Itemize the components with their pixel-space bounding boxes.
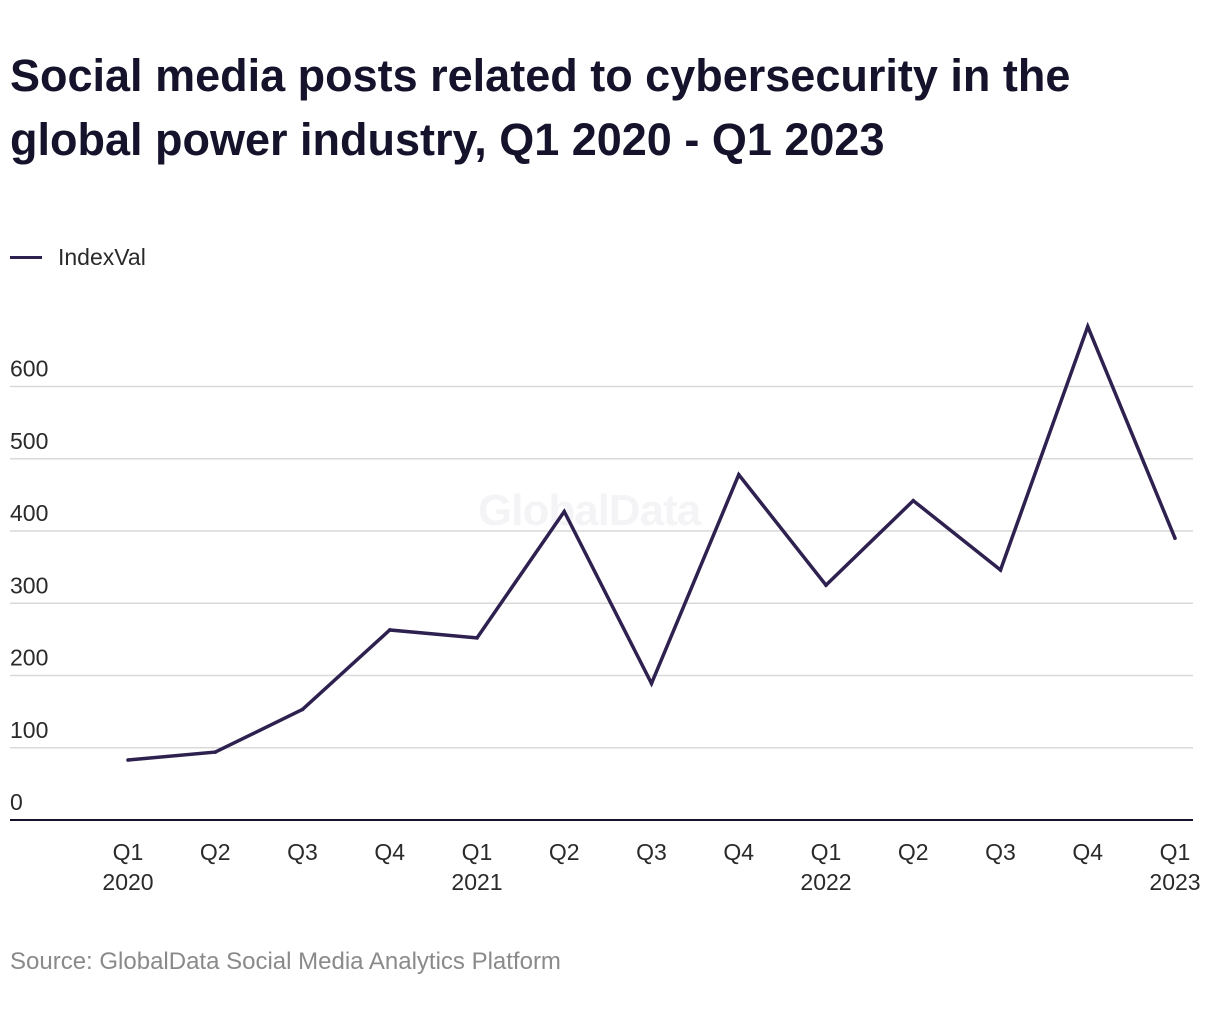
gridlines <box>10 385 1193 749</box>
data-point-6 <box>649 681 654 686</box>
chart-title: Social media posts related to cybersecur… <box>10 50 1071 165</box>
y-tick-label-500: 500 <box>10 428 48 454</box>
y-tick-label-200: 200 <box>10 645 48 671</box>
x-tick-label-8: Q1 2022 <box>800 839 851 895</box>
data-point-7 <box>736 472 741 477</box>
series-layer <box>126 321 1177 762</box>
data-point-3 <box>387 628 392 632</box>
x-tick-label-2: Q3 <box>287 839 318 865</box>
x-tick-label-10: Q3 <box>985 839 1016 865</box>
x-tick-label-12: Q1 2023 <box>1149 839 1200 895</box>
legend: IndexVal <box>10 242 146 272</box>
x-tick-label-3: Q4 <box>374 839 405 865</box>
x-tick-label-9: Q2 <box>898 839 929 865</box>
x-tick-label-4: Q1 2021 <box>451 839 502 895</box>
legend-swatch <box>10 255 42 259</box>
y-tick-label-300: 300 <box>10 572 48 598</box>
data-point-4 <box>475 636 479 640</box>
x-tick-label-0: Q1 2020 <box>102 839 153 895</box>
data-point-5 <box>562 509 567 514</box>
data-point-1 <box>213 750 218 754</box>
data-point-9 <box>911 498 916 503</box>
x-tick-label-6: Q3 <box>636 839 667 865</box>
watermark-logo: GlobalData <box>478 486 701 535</box>
legend-label: IndexVal <box>58 243 146 270</box>
source-note: Source: GlobalData Social Media Analytic… <box>10 948 561 975</box>
data-point-10 <box>998 568 1003 572</box>
data-point-11 <box>1085 324 1090 329</box>
data-point-0 <box>126 758 130 762</box>
series-line-0 <box>127 321 1177 762</box>
y-tick-label-600: 600 <box>10 356 48 382</box>
x-tick-label-1: Q2 <box>200 839 231 865</box>
x-tick-label-5: Q2 <box>549 839 580 865</box>
y-tick-label-0: 0 <box>10 789 23 815</box>
x-tick-label-11: Q4 <box>1072 839 1103 865</box>
y-tick-label-100: 100 <box>10 717 48 743</box>
x-tick-label-7: Q4 <box>723 839 754 865</box>
data-point-2 <box>300 707 305 712</box>
data-point-8 <box>824 583 828 587</box>
data-point-12 <box>1173 536 1177 541</box>
y-tick-label-400: 400 <box>10 500 48 526</box>
y-axis-tick-labels: 0 100 200 300 400 500 600 <box>10 356 48 816</box>
x-axis-tick-labels: Q1 2020 Q2 Q3 Q4 Q1 2021 Q2 Q3 Q4 Q1 2022 Q2 Q3 Q4 Q1 20… <box>102 839 1200 895</box>
